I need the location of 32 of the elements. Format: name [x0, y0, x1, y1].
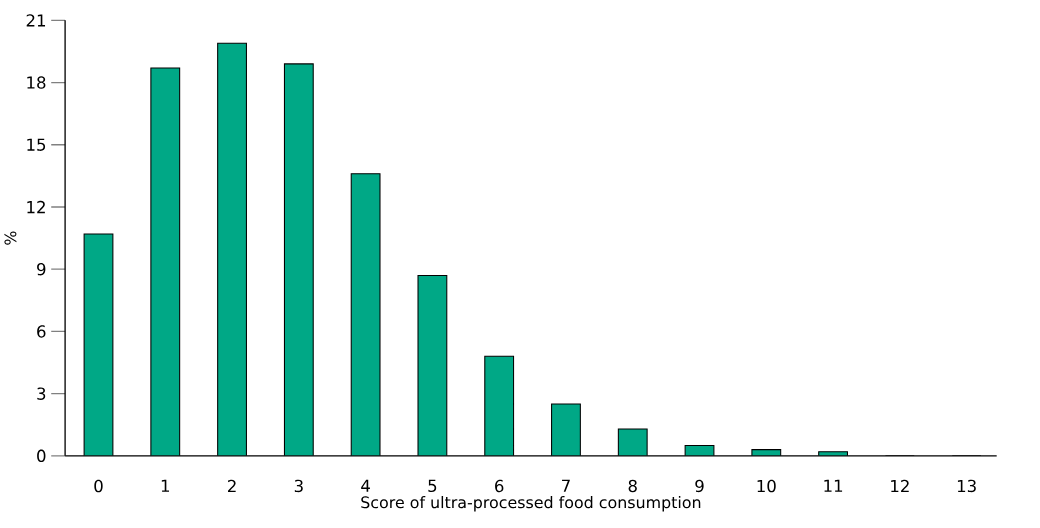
x-axis-title: Score of ultra-processed food consumption [361, 496, 701, 512]
x-tick-label: 1 [161, 479, 170, 492]
x-tick-label: 6 [495, 479, 504, 493]
y-tick-label: 15 [27, 138, 46, 151]
x-tick-label: 5 [428, 479, 437, 493]
x-tick-label: 8 [628, 479, 637, 493]
x-tick-label: 9 [695, 479, 704, 493]
y-tick-label: 18 [27, 76, 46, 89]
bar [350, 173, 381, 456]
y-axis-title: % [4, 231, 17, 245]
bar [217, 42, 247, 456]
x-tick-label: 2 [228, 479, 236, 493]
y-tick-label: 21 [26, 14, 46, 27]
y-tick-label: 9 [37, 263, 46, 276]
bar [150, 67, 181, 456]
x-tick-label: 0 [94, 479, 103, 493]
x-tick-label: 13 [957, 479, 976, 493]
x-tick-label: 7 [562, 479, 570, 492]
bar [283, 63, 314, 456]
bar [83, 233, 114, 456]
x-tick-label: 3 [294, 479, 303, 493]
y-tick-label: 6 [37, 325, 46, 338]
bar [484, 355, 515, 456]
y-tick-label: 3 [37, 387, 46, 400]
y-tick-label: 12 [27, 200, 45, 214]
y-tick-label: 0 [37, 449, 46, 463]
x-tick-label: 4 [361, 479, 370, 492]
x-tick-label: 11 [824, 479, 843, 492]
bar [551, 403, 581, 456]
bar [417, 275, 448, 456]
x-tick-label: 10 [757, 479, 776, 493]
x-tick-label: 12 [891, 479, 909, 493]
